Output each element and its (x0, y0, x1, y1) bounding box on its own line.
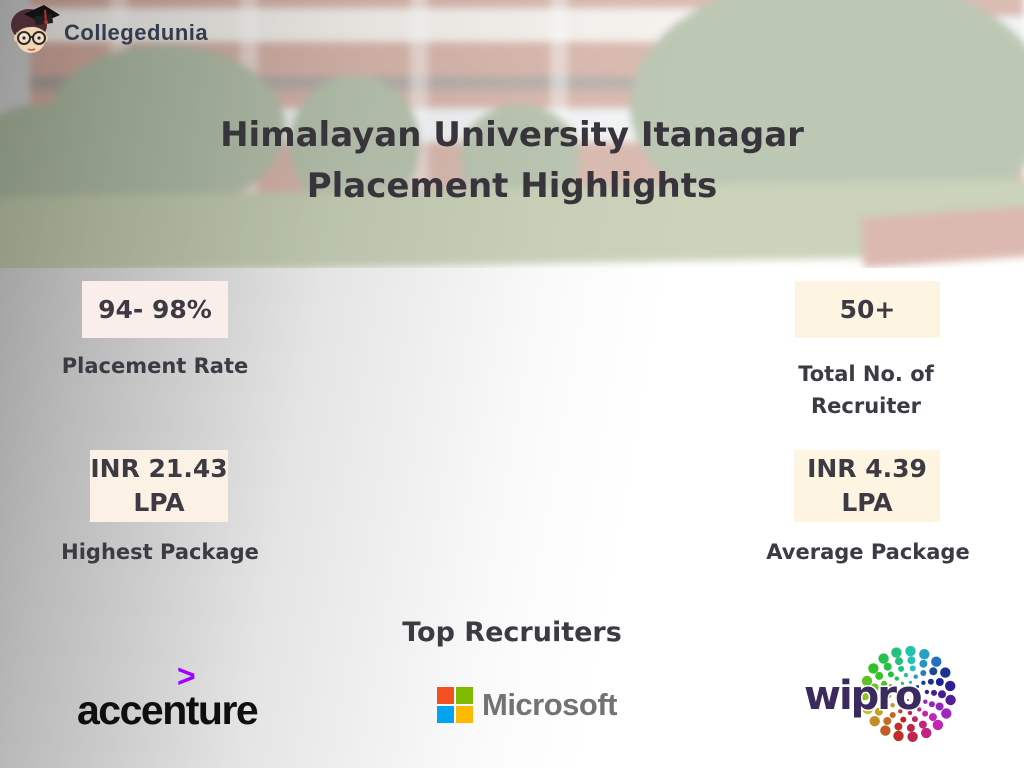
campus-photo-background (0, 0, 1024, 268)
tree (290, 75, 420, 215)
page-title: Himalayan University Itanagar Placement … (0, 110, 1024, 212)
red-court (860, 206, 1024, 268)
microsoft-logo: Microsoft (437, 687, 618, 723)
brand-name: Collegedunia (64, 20, 209, 45)
window-column (550, 0, 568, 202)
page-title-line1: Himalayan University Itanagar (220, 115, 804, 155)
campus-building (30, 0, 720, 202)
tree (0, 105, 100, 225)
window-column (410, 0, 428, 202)
microsoft-square-blue (437, 706, 454, 723)
campus-photo-scene (0, 0, 1024, 268)
page-title-line2: Placement Highlights (306, 166, 718, 206)
microsoft-wordmark: Microsoft (482, 687, 618, 722)
campus-building-right (720, 0, 1024, 180)
stat-label-average-package: Average Package (766, 540, 970, 564)
stat-value-average-package: INR 4.39 LPA (794, 450, 940, 522)
wipro-dots-icon (859, 645, 956, 742)
microsoft-square-green (456, 687, 473, 704)
top-recruiters-heading: Top Recruiters (402, 617, 622, 648)
stat-value-placement-rate: 94- 98% (82, 281, 228, 338)
wipro-logo: wipro (803, 645, 956, 742)
stat-label-total-recruiters: Total No. of Recruiter (798, 362, 934, 418)
accenture-wordmark: accenture (77, 687, 259, 733)
tree (460, 105, 580, 210)
tree (630, 0, 1024, 235)
tree (45, 45, 285, 210)
microsoft-square-yellow (456, 706, 473, 723)
stat-value-highest-package: INR 21.43 LPA (90, 450, 228, 522)
stat-label-highest-package: Highest Package (61, 540, 259, 564)
window-column (240, 0, 258, 202)
microsoft-squares-icon (437, 687, 473, 723)
microsoft-square-red (437, 687, 454, 704)
window-column (110, 0, 128, 202)
stat-value-total-recruiters: 50+ (795, 281, 940, 338)
stat-label-placement-rate: Placement Rate (61, 354, 249, 378)
collegedunia-mascot-icon (11, 5, 60, 53)
accenture-symbol-icon: > (177, 658, 196, 694)
wipro-wordmark: wipro (804, 673, 921, 719)
accenture-logo: > accenture (77, 660, 277, 740)
brand-logo: Collegedunia (8, 4, 208, 62)
